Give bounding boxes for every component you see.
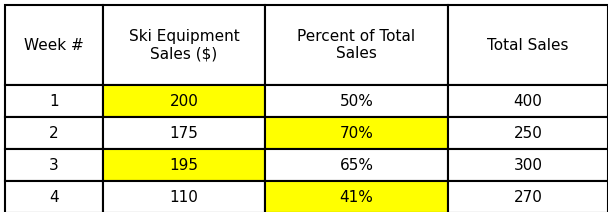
Text: 2: 2 [49, 126, 59, 141]
Text: 3: 3 [49, 158, 59, 173]
Bar [103, 149, 265, 181]
Bar [265, 117, 448, 149]
Bar [5, 117, 103, 149]
Text: 250: 250 [514, 126, 542, 141]
Bar [103, 181, 265, 212]
Text: 4: 4 [49, 190, 59, 205]
Text: 270: 270 [514, 190, 542, 205]
Bar [265, 181, 448, 212]
Text: 70%: 70% [339, 126, 373, 141]
Text: 1: 1 [49, 93, 59, 109]
Bar [103, 117, 265, 149]
Bar [448, 149, 608, 181]
Bar [265, 85, 448, 117]
Text: 65%: 65% [339, 158, 373, 173]
Text: 41%: 41% [339, 190, 373, 205]
Text: Total Sales: Total Sales [487, 38, 568, 53]
Text: 50%: 50% [339, 93, 373, 109]
Text: 175: 175 [170, 126, 198, 141]
Bar [448, 5, 608, 85]
Bar [5, 85, 103, 117]
Text: 195: 195 [170, 158, 198, 173]
Bar [103, 5, 265, 85]
Text: Percent of Total
Sales: Percent of Total Sales [297, 29, 415, 61]
Text: 200: 200 [170, 93, 198, 109]
Text: 110: 110 [170, 190, 198, 205]
Text: 400: 400 [514, 93, 542, 109]
Bar [265, 5, 448, 85]
Bar [448, 181, 608, 212]
Bar [448, 117, 608, 149]
Text: Ski Equipment
Sales ($): Ski Equipment Sales ($) [129, 29, 240, 61]
Bar [5, 5, 103, 85]
Bar [5, 149, 103, 181]
Text: 300: 300 [514, 158, 542, 173]
Bar [5, 181, 103, 212]
Text: Week #: Week # [24, 38, 84, 53]
Bar [448, 85, 608, 117]
Bar [103, 85, 265, 117]
Bar [265, 149, 448, 181]
